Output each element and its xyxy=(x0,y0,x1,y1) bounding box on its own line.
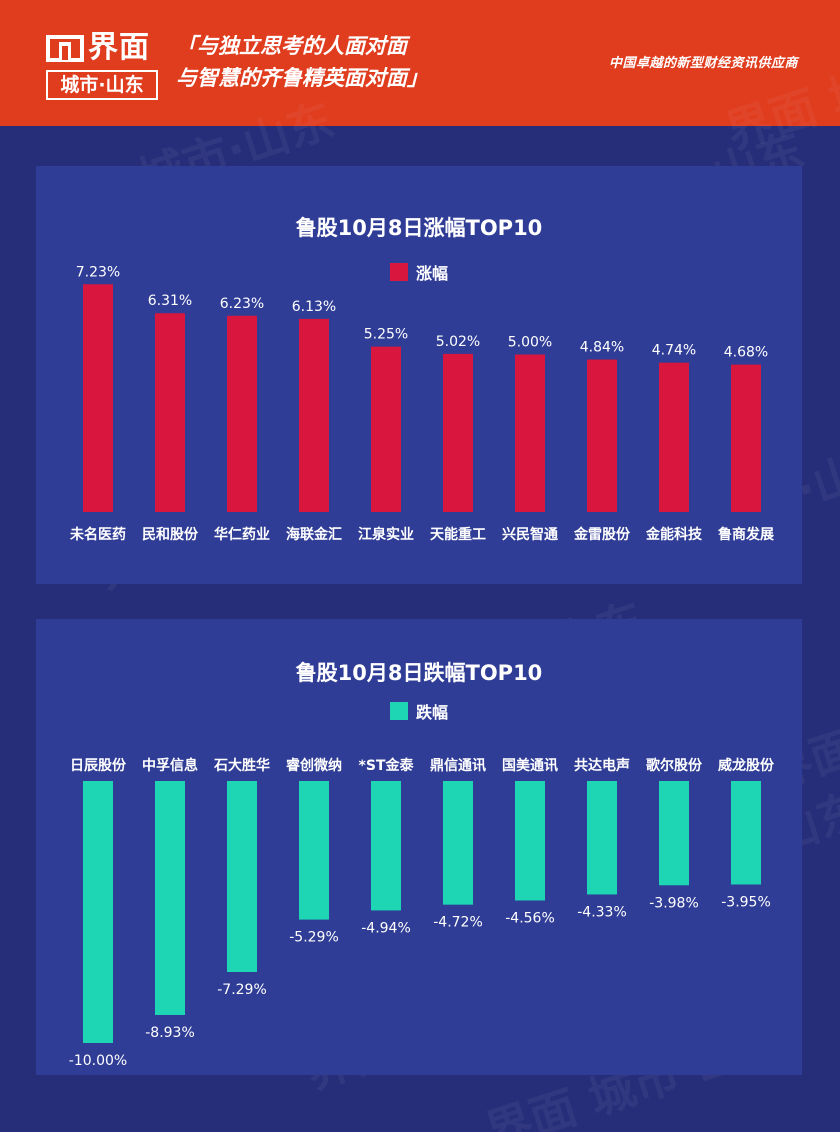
losers-legend-label: 跌幅 xyxy=(415,703,448,722)
gainers-bar xyxy=(155,313,185,512)
losers-category-label: 歌尔股份 xyxy=(646,757,703,774)
losers-data-label: -8.93% xyxy=(145,1025,195,1041)
gainers-data-label: 6.13% xyxy=(292,299,336,315)
gainers-category-label: 未名医药 xyxy=(70,526,126,543)
gainers-category-label: 兴民智通 xyxy=(502,526,558,543)
losers-bar xyxy=(659,781,689,886)
gainers-data-label: 5.02% xyxy=(436,334,480,350)
gainers-data-label: 6.23% xyxy=(220,296,264,312)
gainers-legend-label: 涨幅 xyxy=(415,264,448,283)
losers-category-label: 日辰股份 xyxy=(70,757,127,774)
losers-bar xyxy=(83,781,113,1043)
gainers-legend: 涨幅 xyxy=(36,260,802,284)
gainers-data-label: 4.84% xyxy=(580,340,624,356)
gainers-category-label: 天能重工 xyxy=(430,526,486,543)
losers-chart-panel: 鲁股10月8日跌幅TOP10 跌幅 -10.00% 日辰股份 -8.93% 中孚信息 -… xyxy=(36,619,802,1075)
losers-legend: 跌幅 xyxy=(36,699,802,723)
gainers-data-label: 5.25% xyxy=(364,327,408,343)
gainers-bar xyxy=(731,364,761,512)
gainers-category-label: 金雷股份 xyxy=(573,526,631,543)
gainers-bar xyxy=(227,315,257,512)
gainers-data-label: 4.74% xyxy=(652,343,696,359)
losers-legend-swatch xyxy=(389,702,408,720)
gainers-data-label: 4.68% xyxy=(724,345,768,361)
gainers-data-label: 5.00% xyxy=(508,335,552,351)
slogan-line-2: 与智慧的齐鲁精英面对面」 xyxy=(176,66,428,90)
losers-category-label: 睿创微纳 xyxy=(285,757,342,774)
losers-data-label: -4.56% xyxy=(505,910,555,926)
logo-subtitle: 城市·山东 xyxy=(46,70,158,100)
losers-data-label: -4.94% xyxy=(361,920,411,936)
gainers-bar xyxy=(371,346,401,512)
losers-bar xyxy=(443,781,473,905)
gainers-bar-chart: 7.23% 未名医药 6.31% 民和股份 6.23% 华仁药业 6.13% 海联金汇 5.25… xyxy=(70,264,774,543)
losers-data-label: -4.72% xyxy=(433,915,483,931)
losers-data-label: -5.29% xyxy=(289,930,339,946)
gainers-category-label: 华仁药业 xyxy=(214,526,270,543)
losers-category-label: 威龙股份 xyxy=(718,757,775,774)
losers-data-label: -10.00% xyxy=(69,1053,127,1069)
losers-bar xyxy=(155,781,185,1015)
losers-data-label: -4.33% xyxy=(577,904,627,920)
logo-word: 界面 xyxy=(88,30,150,65)
tagline: 中国卓越的新型财经资讯供应商 xyxy=(608,56,798,71)
losers-category-label: *ST金泰 xyxy=(359,757,415,774)
gainers-bar xyxy=(587,359,617,512)
losers-category-label: 鼎信通讯 xyxy=(430,757,486,774)
gainers-data-label: 7.23% xyxy=(76,264,120,280)
losers-category-label: 中孚信息 xyxy=(142,757,198,774)
gainers-bar xyxy=(299,318,329,512)
gainers-bar xyxy=(515,354,545,512)
losers-bar xyxy=(299,781,329,920)
losers-chart-title: 鲁股10月8日跌幅TOP10 xyxy=(295,661,543,685)
losers-data-label: -3.95% xyxy=(721,894,771,910)
losers-bar xyxy=(515,781,545,901)
gainers-category-label: 海联金汇 xyxy=(286,526,342,543)
losers-data-label: -7.29% xyxy=(217,982,267,998)
jiemian-logo: 界面 城市·山东 xyxy=(46,28,158,100)
gainers-legend-swatch xyxy=(389,263,408,281)
gainers-chart-panel: 鲁股10月8日涨幅TOP10 涨幅 7.23% 未名医药 6.31% 民和股份 6.23… xyxy=(36,166,802,584)
jiemian-mark-icon xyxy=(46,35,84,62)
losers-bar xyxy=(227,781,257,972)
gainers-category-label: 民和股份 xyxy=(142,526,199,543)
losers-category-label: 石大胜华 xyxy=(213,757,270,774)
page-header: 界面 城市·山东 「与独立思考的人面对面 与智慧的齐鲁精英面对面」 中国卓越的新… xyxy=(0,0,840,126)
gainers-bar xyxy=(659,362,689,512)
gainers-data-label: 6.31% xyxy=(148,293,192,309)
losers-bar-chart: -10.00% 日辰股份 -8.93% 中孚信息 -7.29% 石大胜华 -5.29% 睿创微… xyxy=(69,757,775,1069)
gainers-category-label: 金能科技 xyxy=(645,526,703,543)
gainers-category-label: 鲁商发展 xyxy=(717,526,774,543)
slogan-line-1: 「与独立思考的人面对面 xyxy=(176,34,407,58)
gainers-category-label: 江泉实业 xyxy=(358,526,414,543)
losers-bar xyxy=(371,781,401,911)
slogan: 「与独立思考的人面对面 与智慧的齐鲁精英面对面」 xyxy=(176,30,428,94)
losers-data-label: -3.98% xyxy=(649,895,699,911)
losers-category-label: 共达电声 xyxy=(574,757,630,774)
losers-bar xyxy=(587,781,617,895)
losers-category-label: 国美通讯 xyxy=(502,757,558,774)
gainers-bar xyxy=(443,353,473,512)
losers-bar xyxy=(731,781,761,885)
gainers-bar xyxy=(83,284,113,512)
gainers-chart-title: 鲁股10月8日涨幅TOP10 xyxy=(295,216,543,240)
